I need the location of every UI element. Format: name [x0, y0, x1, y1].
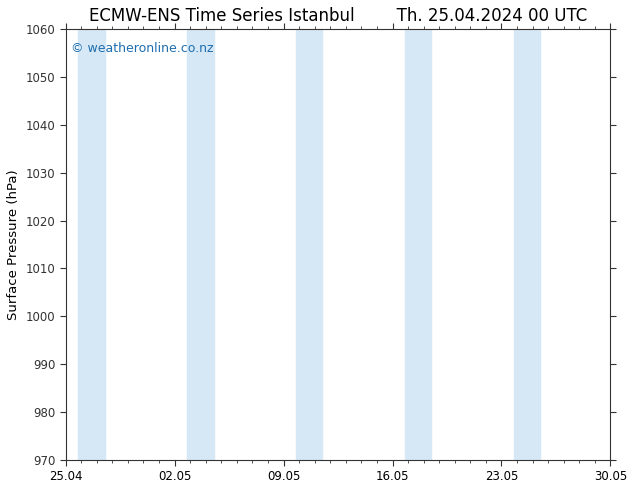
- Y-axis label: Surface Pressure (hPa): Surface Pressure (hPa): [7, 169, 20, 320]
- Bar: [514, 29, 540, 460]
- Title: ECMW-ENS Time Series Istanbul        Th. 25.04.2024 00 UTC: ECMW-ENS Time Series Istanbul Th. 25.04.…: [89, 7, 587, 25]
- Bar: [78, 29, 105, 460]
- Bar: [405, 29, 431, 460]
- Bar: [187, 29, 214, 460]
- Bar: [296, 29, 323, 460]
- Text: © weatheronline.co.nz: © weatheronline.co.nz: [71, 42, 214, 55]
